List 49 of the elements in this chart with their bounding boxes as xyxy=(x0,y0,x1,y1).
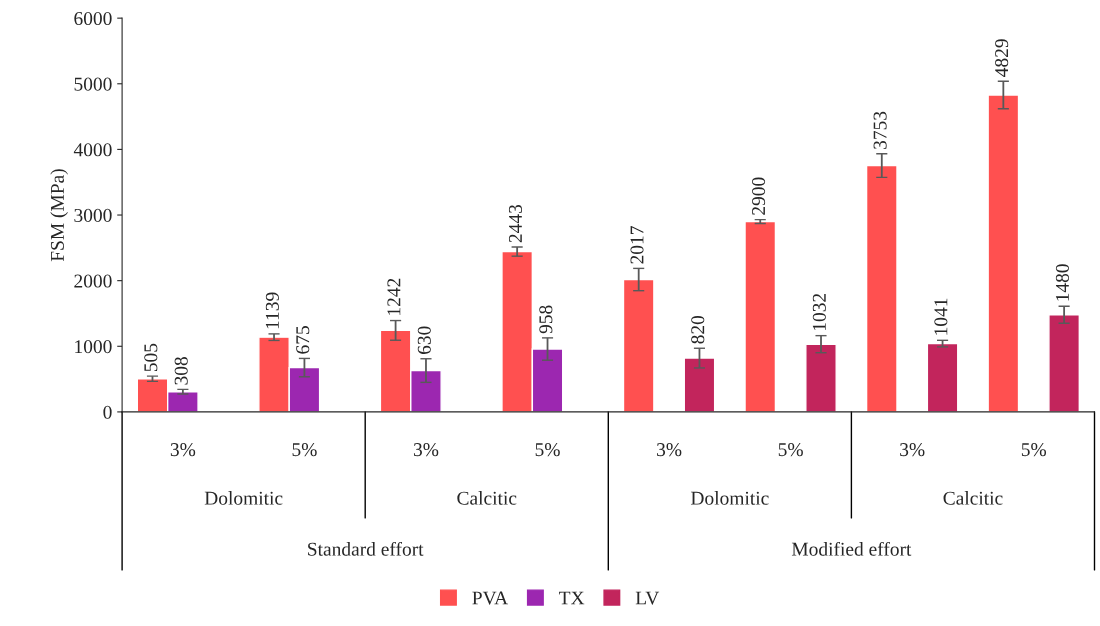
y-tick-label: 2000 xyxy=(74,274,112,288)
y-axis-title: FSM (MPa) xyxy=(50,169,68,262)
x-tick-label: 3% xyxy=(170,443,196,457)
bar xyxy=(987,94,1020,412)
data-label: 2017 xyxy=(630,226,644,264)
y-tick-label: 6000 xyxy=(74,11,112,26)
data-label: 630 xyxy=(417,326,431,354)
text: Modified effort xyxy=(791,541,912,556)
data-label: 2443 xyxy=(508,204,522,243)
text: Calcitic xyxy=(457,491,517,505)
text: Calcitic xyxy=(943,491,1003,505)
x-tick-label: 3% xyxy=(657,443,682,457)
y-tick-label: 5000 xyxy=(74,77,112,91)
data-label: 308 xyxy=(174,357,188,385)
data-label: 505 xyxy=(144,343,158,372)
text: Dolomitic xyxy=(690,491,769,505)
bar xyxy=(622,278,655,412)
data-label: 1041 xyxy=(934,298,948,335)
text: Standard effort xyxy=(308,541,424,556)
bar xyxy=(744,220,777,412)
data-label: 3753 xyxy=(873,111,887,149)
legend-label: TX xyxy=(559,591,585,605)
legend-label: PVA xyxy=(472,591,509,605)
y-tick-label: 4000 xyxy=(73,143,112,157)
data-label: 820 xyxy=(691,315,705,344)
data-label: 1139 xyxy=(265,292,279,329)
bar xyxy=(865,164,898,412)
bar xyxy=(683,357,716,412)
data-label: 2900 xyxy=(751,177,766,215)
data-label: 4829 xyxy=(995,39,1009,77)
data-label: 675 xyxy=(296,326,310,354)
x-tick-label: 5% xyxy=(535,443,560,457)
data-label: 1480 xyxy=(1055,264,1069,301)
text: Dolomitic xyxy=(204,491,283,505)
legend-label: LV xyxy=(635,591,660,605)
y-tick-label: 3000 xyxy=(74,208,112,222)
data-label: 1032 xyxy=(812,293,826,330)
data-label: 1242 xyxy=(387,278,401,315)
bar xyxy=(926,342,959,412)
x-tick-label: 5% xyxy=(778,443,803,457)
x-tick-label: 5% xyxy=(1021,443,1047,457)
x-tick-label: 3% xyxy=(900,443,925,457)
bar xyxy=(805,343,837,412)
x-tick-label: 3% xyxy=(413,443,439,457)
data-label: 958 xyxy=(539,305,553,334)
y-tick-label: 1000 xyxy=(75,340,112,354)
x-tick-label: 5% xyxy=(292,443,317,457)
y-tick-label: 0 xyxy=(103,405,112,419)
bar xyxy=(1048,314,1081,412)
